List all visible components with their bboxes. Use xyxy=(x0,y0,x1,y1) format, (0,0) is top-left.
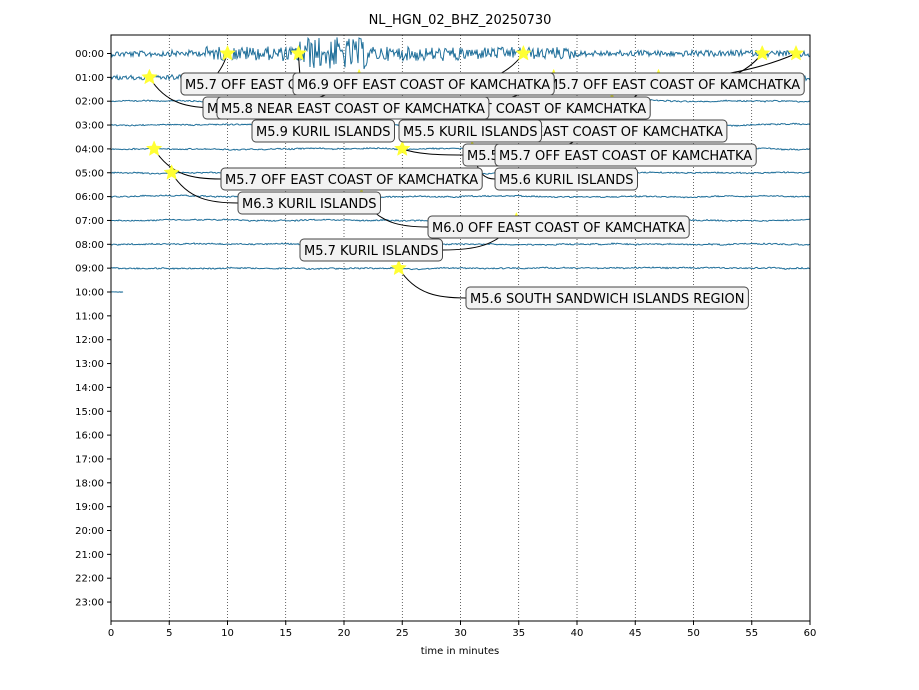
trace-hour-8 xyxy=(110,242,811,247)
y-tick-label-8: 08:00 xyxy=(75,240,104,251)
event-marker-2 xyxy=(515,44,532,61)
annotation-11: M5.8 NEAR EAST COAST OF KAMCHATKA xyxy=(216,96,490,120)
y-tick-label-3: 03:00 xyxy=(75,121,104,132)
annotation-connector-4 xyxy=(402,148,464,156)
annotation-8: M5.6 KURIL ISLANDS xyxy=(494,167,638,191)
axis-layer: 0 5 10 15 20 25 30 35 40 45 50 55 60 00:00 01:00 02:00 0… xyxy=(75,49,816,639)
annotation-box-18 xyxy=(465,286,749,310)
annotation-box-13 xyxy=(398,119,542,143)
event-marker-18 xyxy=(390,259,408,276)
x-tick-label-9: 45 xyxy=(629,628,642,639)
y-tick-label-4: 04:00 xyxy=(75,144,104,155)
annotation-18: M5.6 SOUTH SANDWICH ISLANDS REGION xyxy=(465,286,749,310)
event-marker-1 xyxy=(290,44,307,61)
event-marker-4 xyxy=(787,44,805,61)
y-tick-label-22: 22:00 xyxy=(75,574,104,585)
y-tick-label-20: 20:00 xyxy=(75,526,104,537)
x-axis-label: time in minutes xyxy=(421,646,500,657)
event-marker-12 xyxy=(145,140,163,156)
y-tick-label-11: 11:00 xyxy=(75,311,104,322)
x-tick-label-7: 35 xyxy=(512,628,525,639)
annotation-7: M5.7 OFF EAST COAST OF KAMCHATKA xyxy=(494,143,757,167)
y-tick-label-16: 16:00 xyxy=(75,431,104,442)
y-tick-label-13: 13:00 xyxy=(75,359,104,370)
y-tick-label-7: 07:00 xyxy=(75,216,104,227)
trace-hour-0 xyxy=(110,36,811,70)
trace-hour-10 xyxy=(110,291,124,293)
annotation-box-14 xyxy=(220,167,483,191)
x-tick-label-2: 10 xyxy=(221,628,234,639)
y-tick-label-19: 19:00 xyxy=(75,502,104,513)
x-tick-label-0: 0 xyxy=(108,628,114,639)
annotation-15: M6.3 KURIL ISLANDS xyxy=(237,191,381,215)
annotation-connector-14 xyxy=(153,148,222,180)
y-tick-label-18: 18:00 xyxy=(75,478,104,489)
event-marker-3 xyxy=(753,44,771,61)
annotation-connector-18 xyxy=(398,267,467,299)
annotation-box-15 xyxy=(237,191,381,215)
annotation-box-11 xyxy=(216,96,490,120)
y-tick-label-23: 23:00 xyxy=(75,598,104,609)
trace-hour-9 xyxy=(110,266,811,271)
annotation-12: M5.9 KURIL ISLANDS xyxy=(251,119,395,143)
y-tick-label-10: 10:00 xyxy=(75,288,104,299)
y-tick-label-2: 02:00 xyxy=(75,97,104,108)
x-tick-label-1: 5 xyxy=(166,628,172,639)
annotation-label-15: M6.3 KURIL ISLANDS xyxy=(242,197,376,212)
y-tick-label-0: 00:00 xyxy=(75,49,104,60)
x-tick-label-11: 55 xyxy=(745,628,758,639)
annotation-14: M5.7 OFF EAST COAST OF KAMCHATKA xyxy=(220,167,483,191)
y-tick-label-14: 14:00 xyxy=(75,383,104,394)
annotation-label-18: M5.6 SOUTH SANDWICH ISLANDS REGION xyxy=(470,292,744,307)
y-tick-label-9: 09:00 xyxy=(75,264,104,275)
annotation-label-12: M5.9 KURIL ISLANDS xyxy=(256,125,390,140)
x-tick-label-3: 15 xyxy=(279,628,292,639)
event-marker-0 xyxy=(219,44,236,61)
y-tick-label-17: 17:00 xyxy=(75,454,104,465)
chart-title: NL_HGN_02_BHZ_20250730 xyxy=(369,13,552,28)
annotation-16: M6.0 OFF EAST COAST OF KAMCHATKA xyxy=(427,215,690,239)
event-marker-5 xyxy=(141,68,158,85)
y-tick-label-6: 06:00 xyxy=(75,192,104,203)
annotation-label-13: M5.5 KURIL ISLANDS xyxy=(403,125,537,140)
y-tick-label-5: 05:00 xyxy=(75,168,104,179)
x-tick-label-4: 20 xyxy=(338,628,351,639)
y-tick-label-12: 12:00 xyxy=(75,335,104,346)
annotation-box-10 xyxy=(292,72,555,96)
annotation-label-11: M5.8 NEAR EAST COAST OF KAMCHATKA xyxy=(221,102,485,117)
x-tick-label-5: 25 xyxy=(396,628,409,639)
annotation-13: M5.5 KURIL ISLANDS xyxy=(398,119,542,143)
annotation-connector-15 xyxy=(171,172,239,204)
y-tick-label-1: 01:00 xyxy=(75,73,104,84)
y-tick-label-21: 21:00 xyxy=(75,550,104,561)
annotation-label-16: M6.0 OFF EAST COAST OF KAMCHATKA xyxy=(432,221,685,236)
annotation-label-14: M5.7 OFF EAST COAST OF KAMCHATKA xyxy=(225,173,478,188)
annotation-label-6: M5.7 OFF EAST COAST OF KAMCHATKA xyxy=(547,78,800,93)
annotation-label-7: M5.7 OFF EAST COAST OF KAMCHATKA xyxy=(499,149,752,164)
x-tick-label-10: 50 xyxy=(687,628,700,639)
x-tick-label-12: 60 xyxy=(804,628,817,639)
y-tick-label-15: 15:00 xyxy=(75,407,104,418)
event-marker-15 xyxy=(163,164,180,180)
annotation-box-16 xyxy=(427,215,690,239)
annotation-6: M5.7 OFF EAST COAST OF KAMCHATKA xyxy=(542,72,805,96)
trace-hour-6 xyxy=(110,194,811,199)
annotation-17: M5.7 KURIL ISLANDS xyxy=(299,238,443,262)
annotation-label-17: M5.7 KURIL ISLANDS xyxy=(304,244,438,259)
annotation-box-8 xyxy=(494,167,638,191)
annotation-label-10: M6.9 OFF EAST COAST OF KAMCHATKA xyxy=(297,78,550,93)
annotation-box-7 xyxy=(494,143,757,167)
annotation-box-17 xyxy=(299,238,443,262)
x-tick-label-6: 30 xyxy=(454,628,467,639)
annotation-box-12 xyxy=(251,119,395,143)
event-marker-13 xyxy=(393,140,411,156)
annotation-label-8: M5.6 KURIL ISLANDS xyxy=(499,173,633,188)
x-tick-label-8: 40 xyxy=(571,628,584,639)
annotation-10: M6.9 OFF EAST COAST OF KAMCHATKA xyxy=(292,72,555,96)
